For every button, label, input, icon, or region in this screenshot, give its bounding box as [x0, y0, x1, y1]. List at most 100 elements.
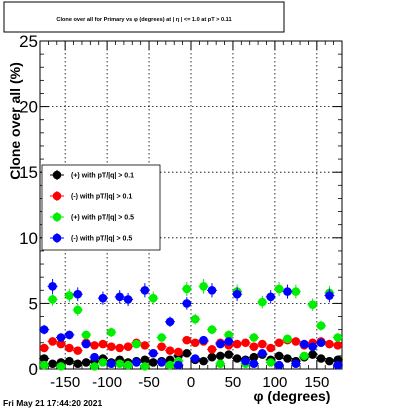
data-point: [98, 339, 108, 349]
data-point: [224, 330, 234, 340]
data-point: [249, 352, 259, 362]
x-tick-label: 50: [225, 374, 242, 391]
data-point: [56, 339, 66, 349]
y-tick-label: 0: [29, 360, 38, 379]
data-point: [73, 346, 83, 355]
data-point: [216, 359, 225, 369]
data-point: [274, 351, 284, 361]
data-point: [207, 285, 217, 295]
data-point: [48, 282, 57, 291]
data-point: [266, 343, 275, 353]
data-point: [148, 293, 158, 303]
data-point: [65, 330, 74, 340]
data-point: [199, 356, 208, 366]
data-point: [325, 356, 334, 366]
data-point: [249, 342, 259, 351]
y-tick-label: 25: [19, 32, 38, 51]
data-point: [333, 360, 343, 370]
legend-marker: [52, 233, 62, 243]
data-point: [216, 339, 225, 349]
data-point: [48, 295, 57, 304]
legend-label: (+) with pT/|q| > 0.1: [71, 173, 134, 180]
data-point: [308, 300, 317, 310]
x-tick-label: 0: [187, 374, 195, 391]
legend-label: (+) with pT/|q| > 0.5: [71, 215, 134, 222]
data-point: [90, 341, 99, 350]
data-point: [148, 348, 158, 358]
data-point: [115, 359, 124, 369]
y-tick-label: 5: [29, 294, 38, 313]
data-point: [115, 292, 124, 302]
data-point: [174, 360, 183, 370]
data-point: [157, 333, 166, 342]
data-point: [283, 334, 292, 344]
x-tick-label: -50: [138, 374, 160, 391]
data-point: [56, 362, 66, 371]
data-point: [207, 345, 217, 354]
data-point: [115, 343, 124, 353]
legend-marker: [52, 191, 62, 201]
data-point: [224, 350, 234, 359]
data-point: [308, 342, 317, 351]
data-point: [299, 339, 309, 349]
data-point: [123, 295, 133, 304]
y-tick-labels: 0 5 10 15 20 25: [19, 32, 38, 379]
x-tick-label: -150: [50, 374, 80, 391]
data-point: [81, 339, 91, 349]
x-tick-label: 100: [262, 374, 287, 391]
data-point: [316, 321, 326, 331]
y-axis-label: Clone over all (%): [7, 62, 23, 179]
data-point: [258, 297, 267, 307]
data-point: [308, 350, 317, 359]
data-point: [291, 359, 301, 369]
data-point: [48, 337, 57, 346]
data-point: [73, 305, 83, 315]
data-point: [56, 333, 66, 342]
data-point: [165, 346, 175, 355]
data-point: [216, 351, 225, 361]
x-tick-labels: -150 -100 -50 0 50 100 150: [50, 374, 329, 391]
data-point: [266, 358, 275, 367]
data-point: [190, 338, 200, 348]
data-point: [207, 352, 217, 362]
data-point: [190, 354, 200, 363]
data-point: [73, 289, 83, 299]
title-box: [3, 1, 285, 33]
legend: (+) with pT/|q| > 0.1 (-) with pT/|q| > 0…: [50, 170, 134, 243]
data-point: [140, 341, 150, 350]
data-point: [123, 360, 133, 370]
data-point: [241, 356, 250, 366]
data-point: [39, 360, 49, 370]
y-tick-label: 15: [19, 163, 38, 182]
data-point: [199, 282, 208, 291]
legend-label: (-) with pT/|q| > 0.5: [71, 236, 132, 243]
data-point: [165, 317, 175, 327]
data-point: [39, 325, 49, 334]
data-point: [107, 327, 116, 337]
data-point: [148, 358, 158, 367]
data-point: [249, 359, 259, 369]
timestamp: Fri May 21 17:44:20 2021: [3, 398, 103, 408]
data-point: [299, 351, 309, 361]
data-point: [90, 362, 99, 371]
data-point: [140, 362, 150, 371]
data-point: [232, 339, 242, 349]
data-point: [316, 338, 326, 348]
data-point: [107, 359, 116, 369]
data-point: [65, 291, 74, 300]
data-point: [174, 347, 183, 357]
data-point: [39, 354, 49, 363]
data-point: [107, 342, 116, 351]
data-points: [39, 279, 343, 371]
data-point: [157, 342, 166, 351]
y-tick-label: 20: [19, 98, 38, 117]
data-point: [90, 352, 99, 362]
data-point: [258, 339, 267, 349]
data-point: [157, 358, 166, 367]
data-point: [123, 342, 133, 351]
data-point: [140, 355, 150, 365]
data-point: [258, 348, 267, 358]
data-point: [316, 354, 326, 363]
data-point: [283, 287, 292, 296]
legend-label: (-) with pT/|q| > 0.1: [71, 194, 132, 201]
